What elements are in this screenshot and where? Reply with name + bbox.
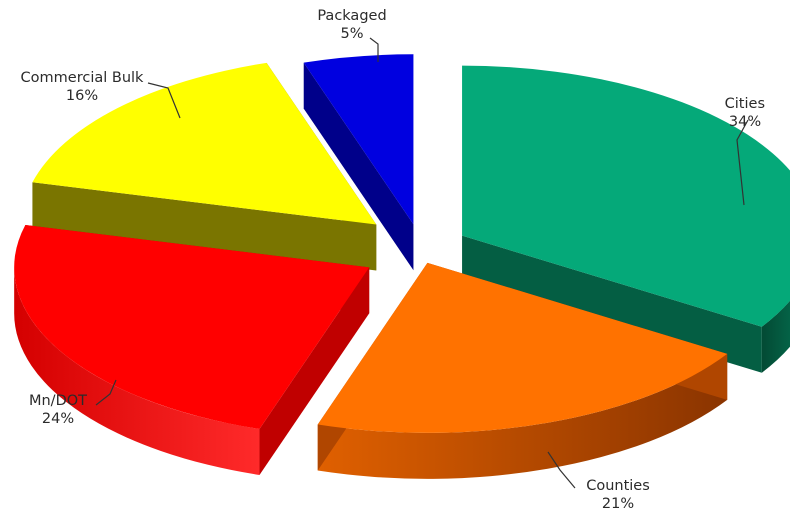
slice-packaged[interactable] — [303, 54, 414, 225]
slice-label-cities: Cities — [725, 96, 765, 112]
slice-counties[interactable] — [317, 262, 728, 433]
slice-edge-commercial-bulk-start — [32, 182, 377, 271]
leader-line-mn-dot — [95, 379, 117, 406]
leader-line-counties — [547, 451, 576, 489]
slice-side-mn-dot — [14, 267, 260, 476]
slice-side-cities — [761, 300, 790, 373]
slice-commercial-bulk[interactable] — [32, 62, 377, 225]
slice-label-counties: Counties — [586, 478, 650, 494]
slice-percent-counties: 21% — [602, 496, 634, 512]
leader-line-commercial-bulk — [147, 82, 181, 119]
leader-line-packaged — [369, 37, 379, 62]
slice-label-mn-dot: Mn/DOT — [29, 393, 87, 409]
slice-edge-packaged-start — [303, 62, 414, 271]
slice-side-counties — [317, 353, 728, 479]
slice-percent-mn-dot: 24% — [42, 411, 74, 427]
slice-label-packaged: Packaged — [317, 8, 386, 24]
slice-percent-packaged: 5% — [340, 26, 363, 42]
slice-label-commercial-bulk: Commercial Bulk — [21, 70, 144, 86]
slice-percent-commercial-bulk: 16% — [66, 88, 98, 104]
slice-edge-mn-dot-start — [259, 267, 370, 476]
slice-percent-cities: 34% — [729, 114, 761, 130]
leader-line-cities — [736, 119, 749, 206]
slice-cities[interactable] — [462, 65, 790, 327]
slice-mn-dot[interactable] — [14, 225, 370, 430]
slice-edge-cities-end — [462, 235, 762, 373]
